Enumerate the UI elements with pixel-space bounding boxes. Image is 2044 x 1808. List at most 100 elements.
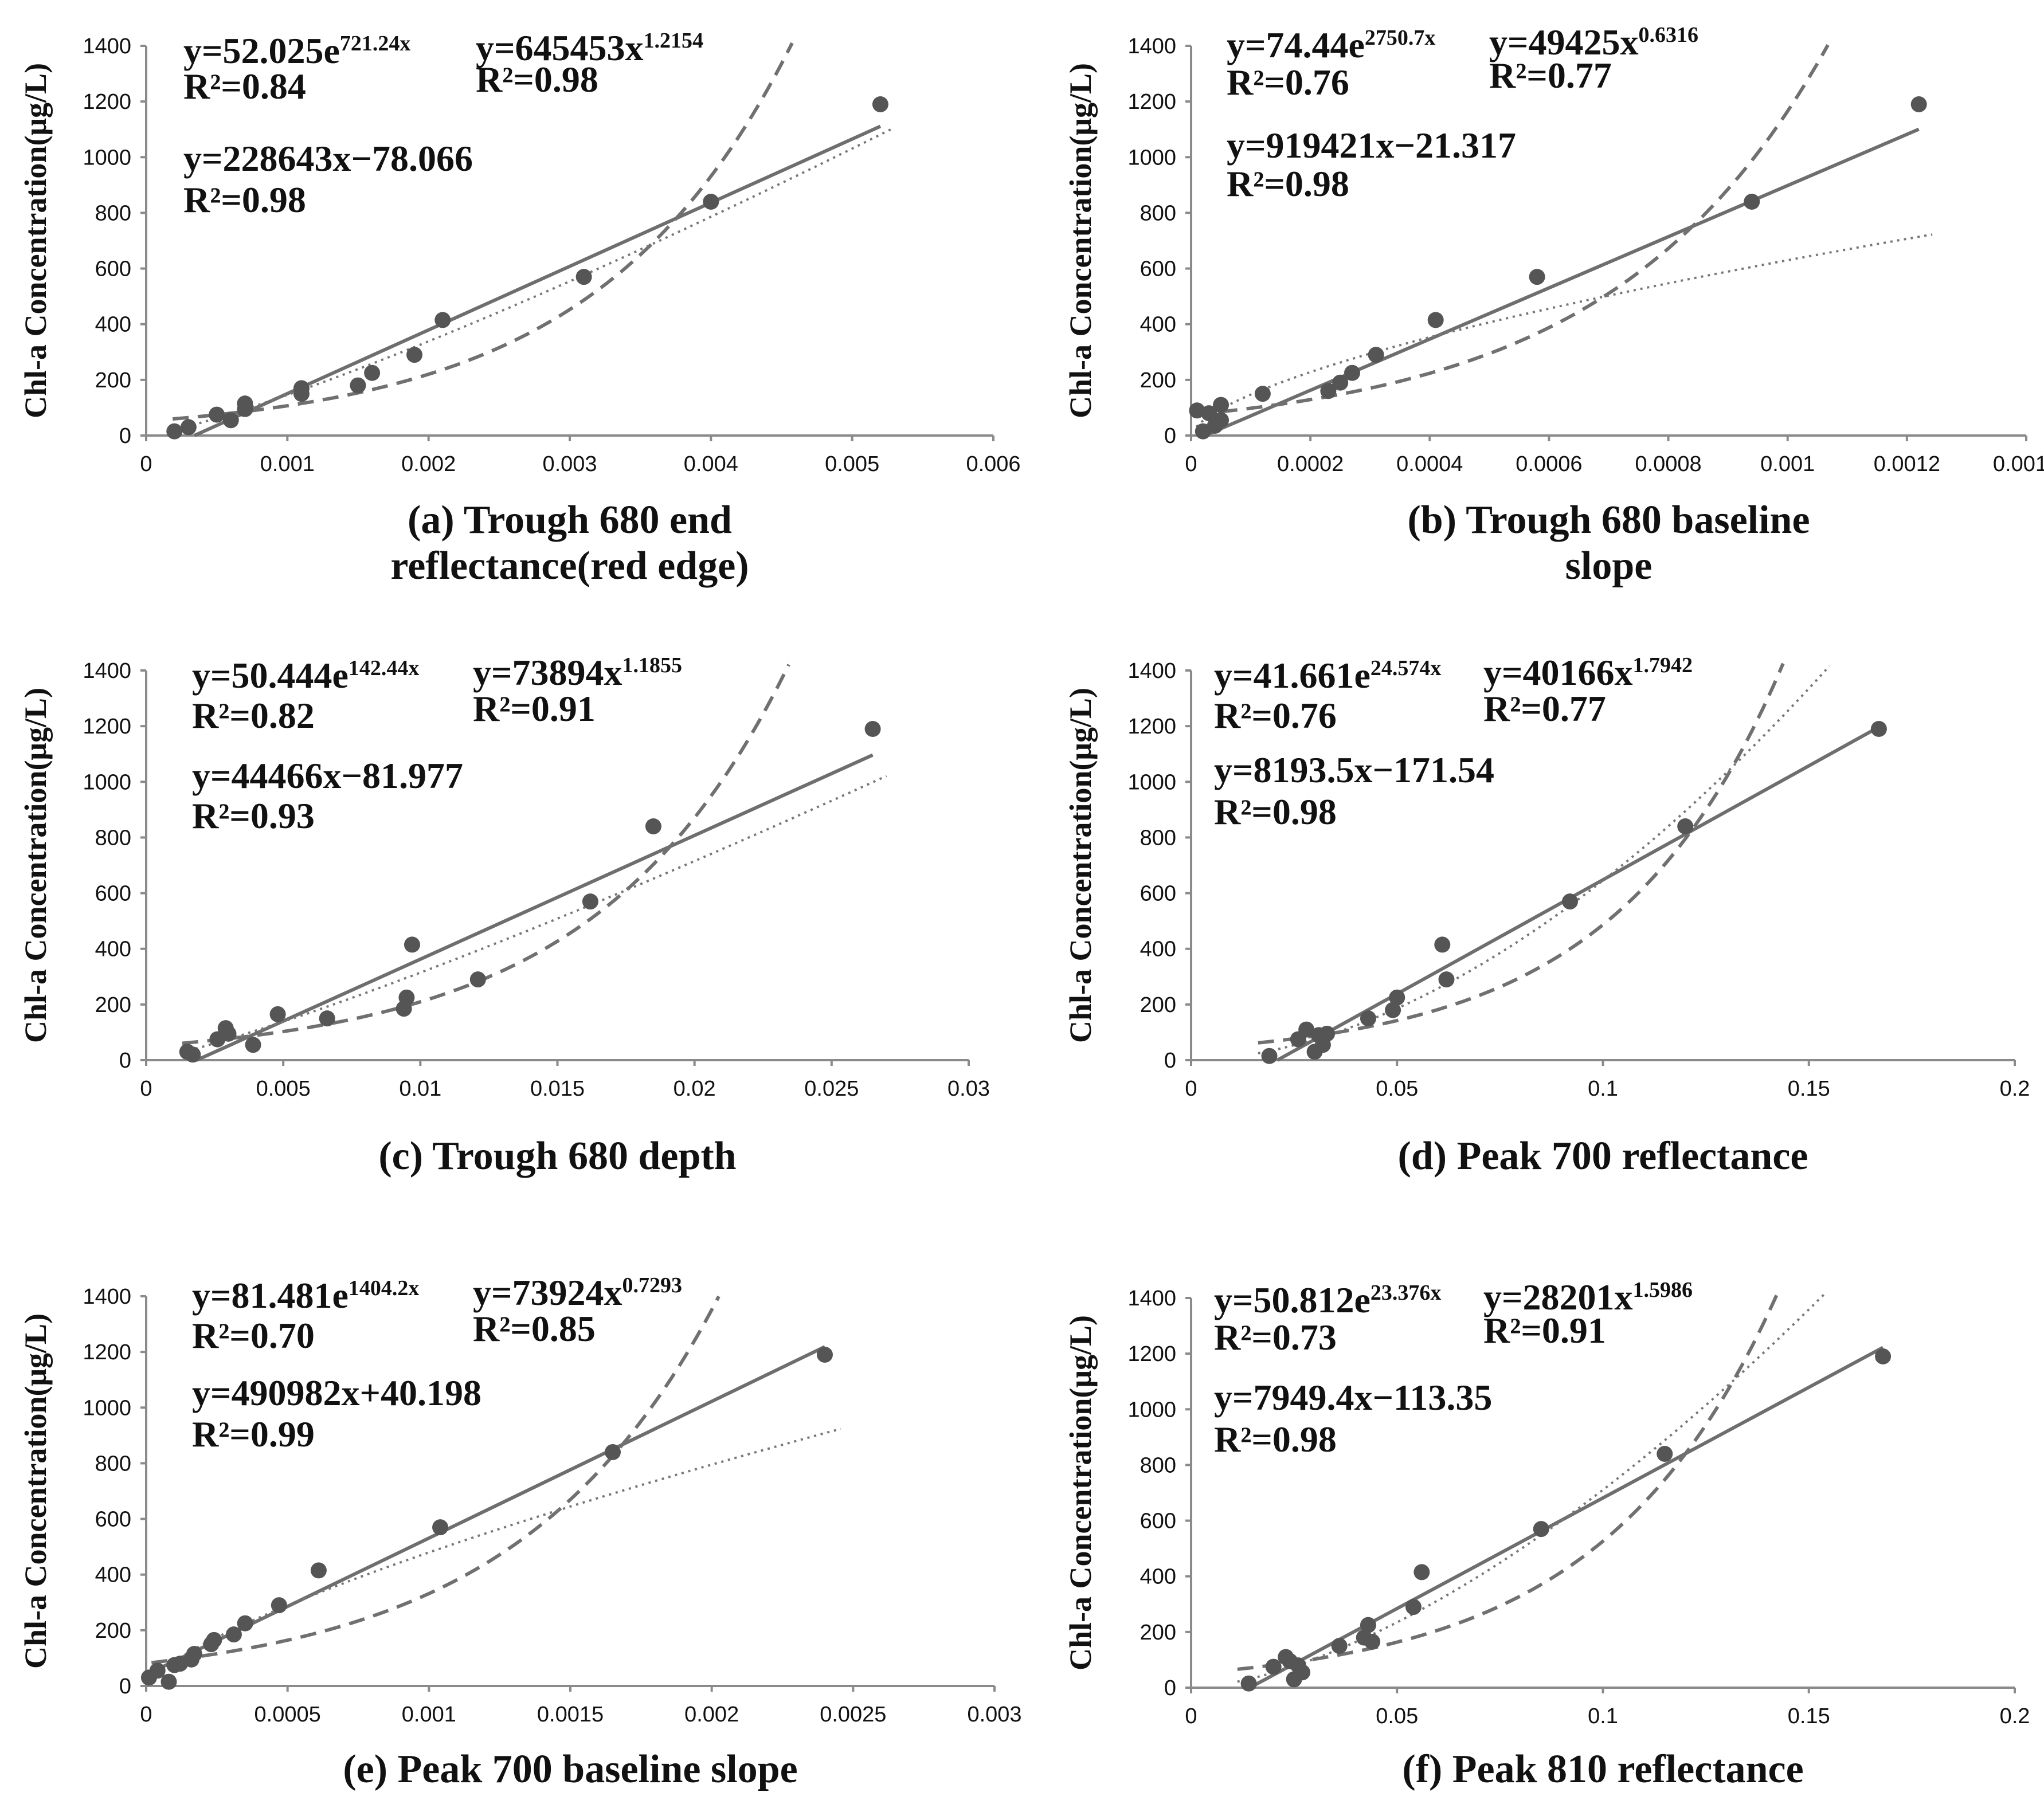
data-point xyxy=(1657,1446,1673,1462)
power-fit-curve xyxy=(182,775,887,1054)
x-tick-label: 0 xyxy=(1185,1704,1197,1728)
x-tick-label: 0.0012 xyxy=(1874,452,1940,476)
data-point xyxy=(398,989,415,1006)
y-tick-label: 400 xyxy=(1140,938,1176,962)
linear-r2: R²=0.93 xyxy=(192,795,315,836)
x-tick-label: 0.0004 xyxy=(1396,452,1463,476)
x-tick-label: 0 xyxy=(140,1703,152,1727)
power-equation: y=645453x1.2154 xyxy=(476,28,703,68)
power-r2: R²=0.85 xyxy=(473,1308,596,1349)
data-point xyxy=(1360,1010,1376,1027)
x-tick-label: 0.0006 xyxy=(1516,452,1582,476)
data-point xyxy=(1438,971,1455,988)
power-equation: y=73924x0.7293 xyxy=(473,1272,682,1313)
data-point xyxy=(1413,1564,1430,1580)
data-point xyxy=(1405,1599,1422,1615)
data-point xyxy=(1294,1664,1310,1681)
exponential-r2: R²=0.84 xyxy=(183,66,306,107)
y-tick-label: 1000 xyxy=(1127,770,1176,794)
panel-f: 0 200 400 600 800 1000 1200 1400 0 0.05 0.1 0.15 0.2… xyxy=(1063,1277,2030,1791)
y-tick-label: 600 xyxy=(95,882,131,906)
y-tick-label: 1200 xyxy=(83,1340,131,1364)
data-point xyxy=(293,380,310,397)
x-tick-label: 0.0005 xyxy=(254,1703,321,1727)
data-point xyxy=(1533,1521,1549,1538)
y-tick-label: 200 xyxy=(95,1619,131,1643)
y-tick-label: 1400 xyxy=(83,34,131,58)
x-tick-label: 0.003 xyxy=(967,1703,1021,1727)
x-tick-label: 0.0025 xyxy=(820,1703,886,1727)
x-tick-label: 0.006 xyxy=(966,452,1020,476)
exponential-r2: R²=0.76 xyxy=(1214,695,1337,736)
y-tick-label: 600 xyxy=(95,257,131,281)
x-tick-label: 0.015 xyxy=(530,1077,585,1101)
y-tick-label: 400 xyxy=(95,938,131,962)
linear-r2: R²=0.98 xyxy=(1214,791,1337,832)
data-point xyxy=(703,194,719,210)
data-point xyxy=(1332,374,1349,391)
y-axis-label: Chl-a Concentration(μg/L) xyxy=(1063,63,1098,418)
y-tick-label: 0 xyxy=(119,1049,131,1073)
y-tick-label: 1200 xyxy=(1127,1342,1176,1366)
y-tick-label: 1200 xyxy=(1127,715,1176,739)
y-tick-label: 200 xyxy=(1140,1621,1176,1645)
linear-equation: y=228643x−78.066 xyxy=(183,138,473,179)
x-tick-label: 0.0002 xyxy=(1277,452,1344,476)
x-tick-label: 0 xyxy=(140,452,152,476)
data-point xyxy=(1389,989,1405,1006)
data-point xyxy=(1213,412,1229,429)
x-tick-label: 0.02 xyxy=(673,1077,716,1101)
linear-r2: R²=0.99 xyxy=(192,1414,315,1454)
data-point xyxy=(149,1662,166,1679)
panel-caption: slope xyxy=(1565,544,1653,588)
x-tick-label: 0.03 xyxy=(947,1077,990,1101)
y-tick-label: 1000 xyxy=(1127,146,1176,170)
data-point xyxy=(1319,1025,1336,1042)
data-point xyxy=(872,96,888,112)
linear-r2: R²=0.98 xyxy=(183,179,306,220)
y-tick-label: 600 xyxy=(95,1508,131,1532)
exponential-equation: y=50.812e23.376x xyxy=(1214,1280,1441,1320)
x-tick-label: 0.05 xyxy=(1376,1704,1418,1728)
y-tick-label: 800 xyxy=(95,826,131,850)
x-tick-label: 0.005 xyxy=(256,1077,311,1101)
data-point xyxy=(432,1519,449,1536)
x-tick-label: 0.004 xyxy=(684,452,738,476)
data-point xyxy=(222,412,239,429)
panel-c: 0 200 400 600 800 1000 1200 1400 0 0.005 0.01 0.015… xyxy=(18,652,990,1178)
data-point xyxy=(1427,312,1444,328)
data-point xyxy=(1529,269,1545,285)
y-tick-label: 800 xyxy=(1140,826,1176,850)
linear-equation: y=8193.5x−171.54 xyxy=(1214,750,1494,790)
x-tick-label: 0.0015 xyxy=(537,1703,604,1727)
x-tick-label: 0.2 xyxy=(2000,1704,2030,1728)
y-axis-label: Chl-a Concentration(μg/L) xyxy=(18,1313,53,1669)
x-tick-label: 0.0008 xyxy=(1635,452,1701,476)
y-tick-label: 400 xyxy=(1140,1565,1176,1589)
data-point xyxy=(1364,1633,1381,1650)
y-tick-label: 0 xyxy=(119,424,131,448)
x-tick-label: 0.002 xyxy=(684,1703,739,1727)
panel-caption: (f) Peak 810 reflectance xyxy=(1402,1747,1803,1791)
y-tick-label: 800 xyxy=(1140,1453,1176,1477)
y-tick-label: 0 xyxy=(119,1674,131,1699)
power-r2: R²=0.91 xyxy=(1483,1310,1606,1351)
data-point xyxy=(225,1626,242,1643)
linear-fit-line xyxy=(148,1345,826,1676)
linear-equation: y=919421x−21.317 xyxy=(1227,125,1516,166)
linear-fit-line xyxy=(193,124,882,437)
data-point xyxy=(1261,1048,1278,1064)
y-tick-label: 1200 xyxy=(1127,90,1176,114)
data-point xyxy=(575,269,592,285)
linear-equation: y=7949.4x−113.35 xyxy=(1214,1377,1492,1418)
data-point xyxy=(310,1562,327,1579)
data-point xyxy=(1254,386,1271,402)
y-tick-label: 400 xyxy=(1140,313,1176,337)
data-point xyxy=(1298,1021,1315,1038)
exponential-equation: y=74.44e2750.7x xyxy=(1227,25,1435,65)
data-point xyxy=(206,1631,222,1648)
y-tick-label: 400 xyxy=(95,313,131,337)
power-r2: R²=0.98 xyxy=(476,59,598,100)
